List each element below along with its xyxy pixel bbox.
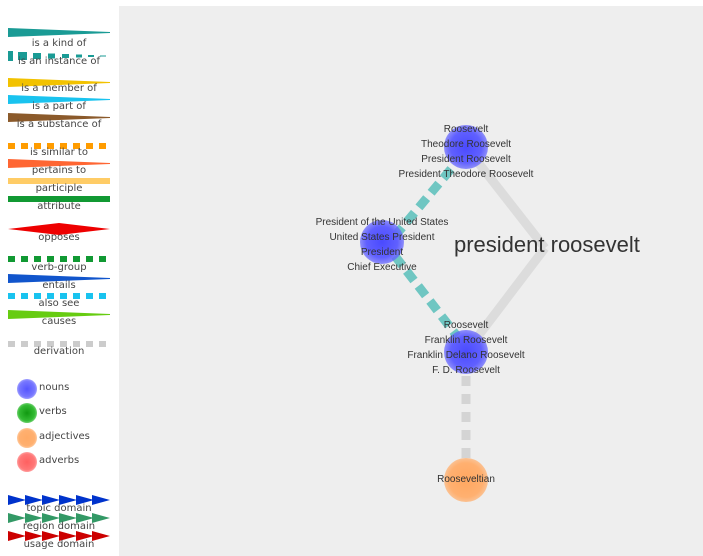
legend-pertains-to-line <box>8 159 110 168</box>
legend-attribute-label: attribute <box>37 201 81 212</box>
legend-attribute-line <box>8 196 110 202</box>
graph-title: president roosevelt <box>454 232 640 257</box>
legend-verb-group-line <box>8 256 110 262</box>
legend-is-an-instance-of-label: is an instance of <box>18 56 100 67</box>
legend-is-a-member-of-label: is a member of <box>21 83 97 94</box>
node-franklin-roosevelt[interactable] <box>444 330 488 374</box>
verb-dot-icon <box>17 403 37 423</box>
legend-is-a-member-of-line <box>8 78 110 87</box>
legend-entails-label: entails <box>42 280 76 291</box>
legend-is-an-instance-of-line <box>8 51 106 61</box>
synonym: President Theodore Roosevelt <box>398 169 534 180</box>
node-president-label: President of the United States United St… <box>316 215 449 275</box>
synonym: Roosevelt <box>443 124 489 135</box>
usage-domain-flags-icon <box>8 531 110 541</box>
node-franklin-label: Roosevelt Franklin Roosevelt Franklin De… <box>407 318 524 378</box>
legend-opposes-line <box>8 223 110 235</box>
legend-causes-label: causes <box>41 316 77 327</box>
node-president[interactable] <box>360 220 404 264</box>
edge-theodore-instance-of-president <box>391 166 455 239</box>
legend-panel: is a kind of is an instance of is a memb… <box>0 0 119 556</box>
synonym: Roosevelt <box>443 320 489 331</box>
adverb-dot-icon <box>17 452 37 472</box>
legend-verb-group-label: verb-group <box>31 262 87 273</box>
legend-also-see-label: also see <box>38 298 80 309</box>
node-rooseveltian[interactable] <box>444 458 488 502</box>
legend-usage-domain-label: usage domain <box>23 539 95 550</box>
legend-is-a-part-of-label: is a part of <box>32 101 86 112</box>
legend-derivation-label: derivation <box>33 346 85 357</box>
legend-is-similar-to-line <box>8 143 110 149</box>
node-theodore-roosevelt[interactable] <box>444 125 488 169</box>
legend-adjectives-label: adjectives <box>39 431 90 442</box>
node-rooseveltian-label: Rooseveltian <box>437 472 495 487</box>
legend-region-domain-label: region domain <box>22 521 96 532</box>
legend-participle-label: participle <box>35 183 83 194</box>
legend-pertains-to-label: pertains to <box>31 165 87 176</box>
adjective-dot-icon <box>17 428 37 448</box>
noun-dot-icon <box>17 379 37 399</box>
legend-causes-line <box>8 310 110 319</box>
legend-is-a-kind-of-line <box>8 28 110 37</box>
graph-canvas[interactable]: Roosevelt Theodore Roosevelt President R… <box>119 6 703 556</box>
legend-entails-line <box>8 274 110 283</box>
legend-topic-domain-label: topic domain <box>26 503 92 514</box>
legend-is-a-part-of-line <box>8 95 110 104</box>
legend-is-similar-to-label: is similar to <box>30 147 88 158</box>
region-domain-flags-icon <box>8 513 110 523</box>
node-theodore-label: Roosevelt Theodore Roosevelt President R… <box>399 122 534 182</box>
topic-domain-flags-icon <box>8 495 110 505</box>
legend-is-a-substance-of-label: is a substance of <box>16 119 102 130</box>
legend-derivation-line <box>8 341 110 347</box>
synonym: Theodore Roosevelt <box>420 139 512 150</box>
legend-participle-line <box>8 178 110 184</box>
legend-verbs-label: verbs <box>39 406 67 417</box>
edge-franklin-instance-of-president <box>391 253 461 339</box>
legend-nouns-label: nouns <box>39 382 70 393</box>
synonym: United States President <box>329 232 435 243</box>
legend-adverbs-label: adverbs <box>39 455 80 466</box>
graph-edges <box>391 144 549 476</box>
synonym: Franklin Roosevelt <box>424 335 508 346</box>
synonym: F. D. Roosevelt <box>432 365 500 376</box>
synonym: President Roosevelt <box>421 154 511 165</box>
synonym: President <box>360 247 404 258</box>
synonym: Rooseveltian <box>437 474 495 485</box>
legend-is-a-kind-of-label: is a kind of <box>31 38 87 49</box>
legend-also-see-line <box>8 293 110 299</box>
synonym: President of the United States <box>315 217 449 228</box>
synonym: Franklin Delano Roosevelt <box>407 350 525 361</box>
legend-opposes-label: opposes <box>38 232 80 243</box>
synonym: Chief Executive <box>347 262 417 273</box>
legend-is-a-substance-of-line <box>8 113 110 122</box>
